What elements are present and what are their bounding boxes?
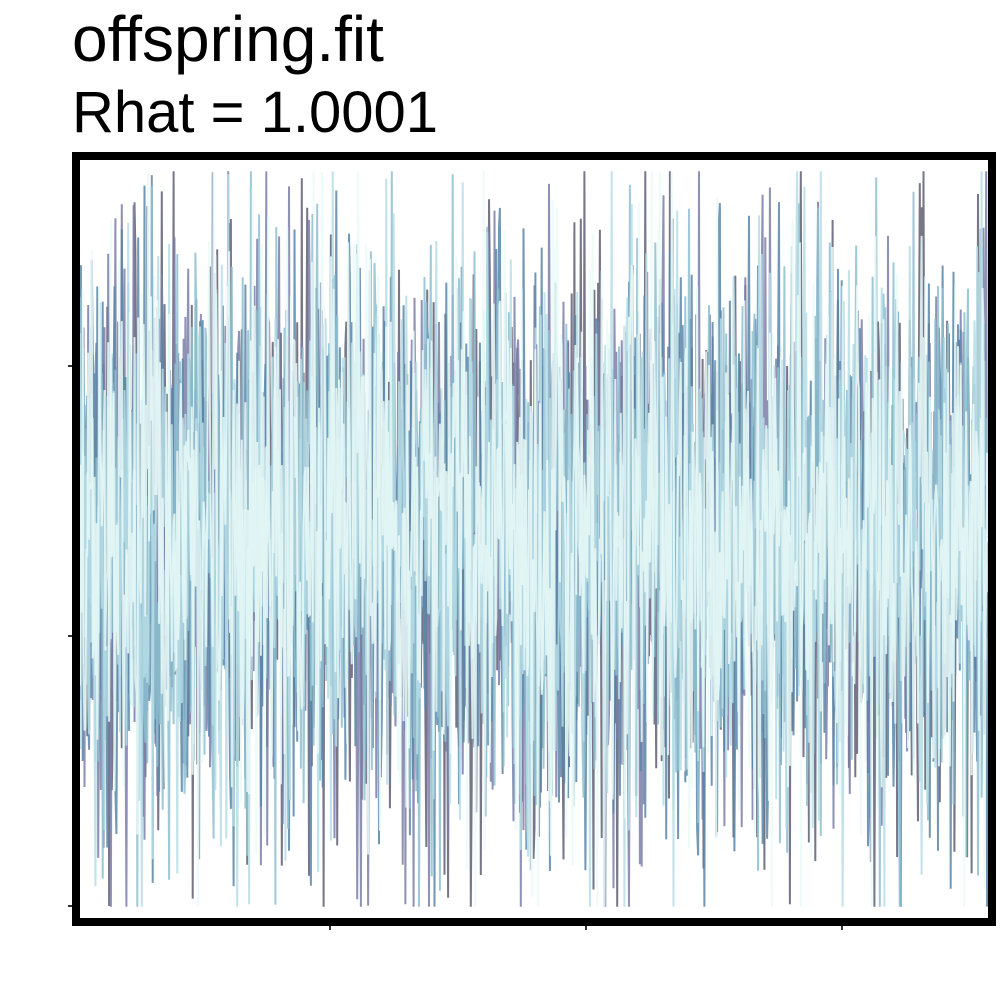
series-layer — [79, 171, 989, 907]
chain-trace-6 — [79, 171, 989, 907]
chart-subtitle: Rhat = 1.0001 — [72, 80, 439, 145]
chart-title: offspring.fit — [72, 3, 384, 75]
axis-layer — [68, 365, 843, 930]
plot-frame — [72, 152, 996, 926]
